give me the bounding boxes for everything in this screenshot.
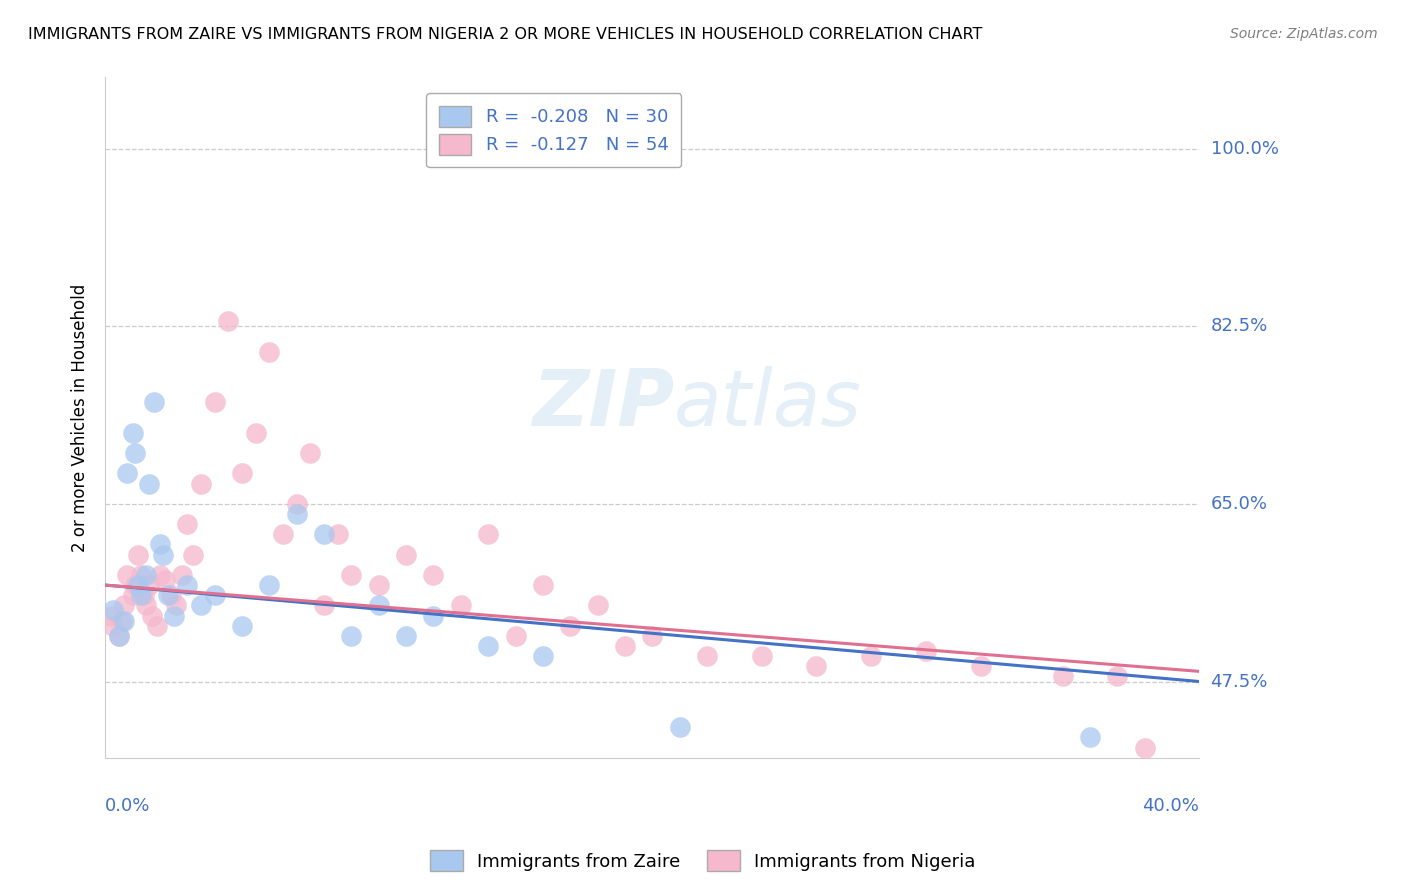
Point <box>112 614 135 628</box>
Point <box>129 568 152 582</box>
Point <box>152 548 174 562</box>
Point <box>395 629 418 643</box>
Point <box>138 578 160 592</box>
Point <box>806 659 828 673</box>
Y-axis label: 2 or more Vehicles in Household: 2 or more Vehicles in Household <box>72 284 89 551</box>
Point <box>149 537 172 551</box>
Point <box>121 425 143 440</box>
Point <box>176 578 198 592</box>
Point <box>1133 740 1156 755</box>
Point <box>127 578 149 592</box>
Point <box>1052 669 1074 683</box>
Point <box>531 578 554 592</box>
Point <box>160 588 183 602</box>
Point <box>204 395 226 409</box>
Legend: Immigrants from Zaire, Immigrants from Nigeria: Immigrants from Zaire, Immigrants from N… <box>423 843 983 879</box>
Point <box>395 548 418 562</box>
Point <box>259 344 281 359</box>
Point <box>124 578 146 592</box>
Point <box>696 649 718 664</box>
Point <box>450 599 472 613</box>
Point <box>751 649 773 664</box>
Point <box>969 659 991 673</box>
Point <box>1107 669 1129 683</box>
Point <box>170 568 193 582</box>
Point <box>477 639 499 653</box>
Point <box>115 568 138 582</box>
Point <box>135 568 157 582</box>
Point <box>111 614 134 628</box>
Point <box>340 629 363 643</box>
Text: IMMIGRANTS FROM ZAIRE VS IMMIGRANTS FROM NIGERIA 2 OR MORE VEHICLES IN HOUSEHOLD: IMMIGRANTS FROM ZAIRE VS IMMIGRANTS FROM… <box>28 27 983 42</box>
Point <box>100 608 122 623</box>
Point <box>146 618 169 632</box>
Point <box>155 573 177 587</box>
Point <box>162 608 184 623</box>
Text: Source: ZipAtlas.com: Source: ZipAtlas.com <box>1230 27 1378 41</box>
Point <box>127 548 149 562</box>
Point <box>231 618 253 632</box>
Point <box>1078 731 1101 745</box>
Point <box>121 588 143 602</box>
Point <box>190 476 212 491</box>
Point <box>143 395 166 409</box>
Point <box>422 568 444 582</box>
Point <box>340 568 363 582</box>
Point <box>217 314 239 328</box>
Point <box>586 599 609 613</box>
Point <box>141 608 163 623</box>
Point <box>505 629 527 643</box>
Point <box>108 629 131 643</box>
Point <box>138 476 160 491</box>
Point <box>165 599 187 613</box>
Point <box>103 618 125 632</box>
Point <box>157 588 180 602</box>
Point <box>176 517 198 532</box>
Text: 0.0%: 0.0% <box>105 797 150 814</box>
Point <box>112 599 135 613</box>
Point <box>422 608 444 623</box>
Point <box>326 527 349 541</box>
Text: atlas: atlas <box>675 366 862 442</box>
Text: 100.0%: 100.0% <box>1211 139 1278 158</box>
Text: 47.5%: 47.5% <box>1211 673 1268 690</box>
Point <box>312 527 335 541</box>
Point <box>531 649 554 664</box>
Point <box>245 425 267 440</box>
Point <box>149 568 172 582</box>
Point <box>103 603 125 617</box>
Point <box>367 578 389 592</box>
Point <box>285 497 308 511</box>
Point <box>641 629 664 643</box>
Point <box>190 599 212 613</box>
Point <box>132 588 155 602</box>
Point <box>271 527 294 541</box>
Point <box>115 467 138 481</box>
Text: 82.5%: 82.5% <box>1211 318 1268 335</box>
Point <box>259 578 281 592</box>
Point <box>860 649 883 664</box>
Legend: R =  -0.208   N = 30, R =  -0.127   N = 54: R = -0.208 N = 30, R = -0.127 N = 54 <box>426 94 682 168</box>
Point <box>367 599 389 613</box>
Point <box>285 507 308 521</box>
Point <box>613 639 636 653</box>
Point <box>560 618 582 632</box>
Point <box>915 644 938 658</box>
Point <box>204 588 226 602</box>
Point <box>299 446 322 460</box>
Point <box>312 599 335 613</box>
Point <box>108 629 131 643</box>
Point <box>231 467 253 481</box>
Point <box>129 588 152 602</box>
Text: 40.0%: 40.0% <box>1143 797 1199 814</box>
Point <box>668 720 690 734</box>
Text: ZIP: ZIP <box>531 366 675 442</box>
Text: 65.0%: 65.0% <box>1211 495 1268 513</box>
Point <box>135 599 157 613</box>
Point <box>181 548 204 562</box>
Point <box>477 527 499 541</box>
Point <box>124 446 146 460</box>
